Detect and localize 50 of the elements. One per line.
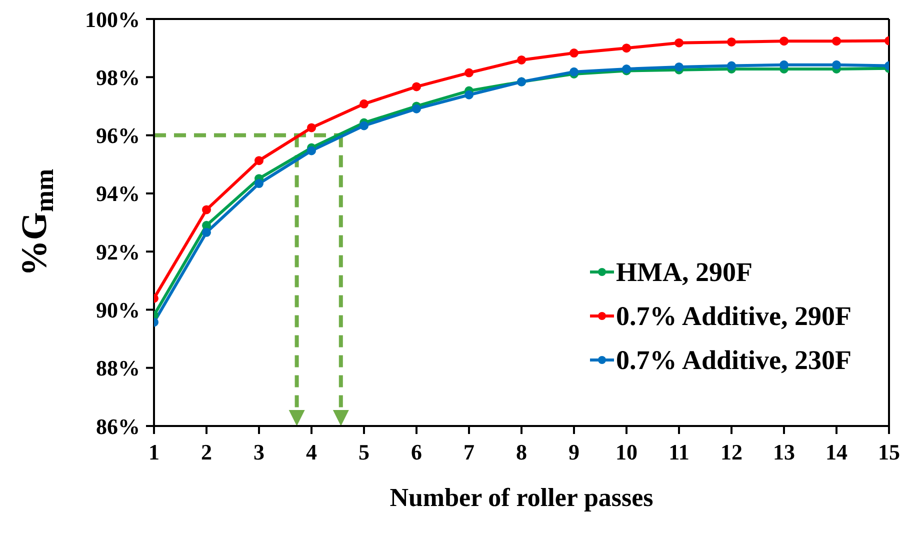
point <box>780 60 788 70</box>
point <box>307 146 316 156</box>
y-tick-label: 92% <box>96 239 140 264</box>
point <box>832 36 841 46</box>
point <box>464 68 474 78</box>
point <box>832 60 841 70</box>
x-tick-label: 11 <box>668 440 690 465</box>
x-tick-label: 5 <box>358 440 370 465</box>
y-tick-label: 100% <box>85 6 140 32</box>
point <box>674 38 684 48</box>
point <box>517 55 526 64</box>
y-tick-label: 88% <box>96 356 140 381</box>
x-tick-label: 9 <box>568 440 580 465</box>
x-axis-title: Number of roller passes <box>390 483 654 512</box>
point <box>412 104 421 114</box>
y-tick-label: 96% <box>96 123 140 148</box>
point <box>360 121 368 130</box>
y-tick-label: 90% <box>96 298 140 323</box>
x-tick-label: 1 <box>148 440 160 465</box>
y-tick-label: 98% <box>96 64 140 90</box>
point <box>727 37 736 46</box>
point <box>570 48 578 58</box>
point <box>202 205 211 214</box>
legend-label: 0.7% Additive, 230F <box>616 344 852 377</box>
point <box>254 179 264 188</box>
x-tick-label: 8 <box>516 440 527 465</box>
y-tick-label: 94% <box>96 181 140 206</box>
legend-label: 0.7% Additive, 290F <box>616 300 852 333</box>
x-tick-label: 12 <box>720 440 742 465</box>
point <box>464 90 474 100</box>
point <box>412 82 421 92</box>
x-tick-label: 7 <box>464 440 474 465</box>
x-tick-label: 10 <box>616 440 638 465</box>
point <box>622 44 631 53</box>
x-tick-label: 15 <box>878 440 900 465</box>
point <box>202 228 211 237</box>
x-tick-label: 4 <box>306 440 317 465</box>
point <box>674 62 684 72</box>
point <box>307 123 316 132</box>
point <box>727 61 736 70</box>
x-tick-label: 6 <box>411 440 422 465</box>
y-tick-label: 86% <box>96 414 140 439</box>
x-tick-label: 14 <box>826 440 848 465</box>
point <box>360 99 368 108</box>
point <box>780 36 788 46</box>
point <box>254 156 264 166</box>
x-tick-label: 13 <box>773 440 795 465</box>
x-tick-label: 2 <box>201 440 212 465</box>
x-tick-label: 3 <box>254 440 264 465</box>
legend-label: HMA, 290F <box>616 256 752 289</box>
